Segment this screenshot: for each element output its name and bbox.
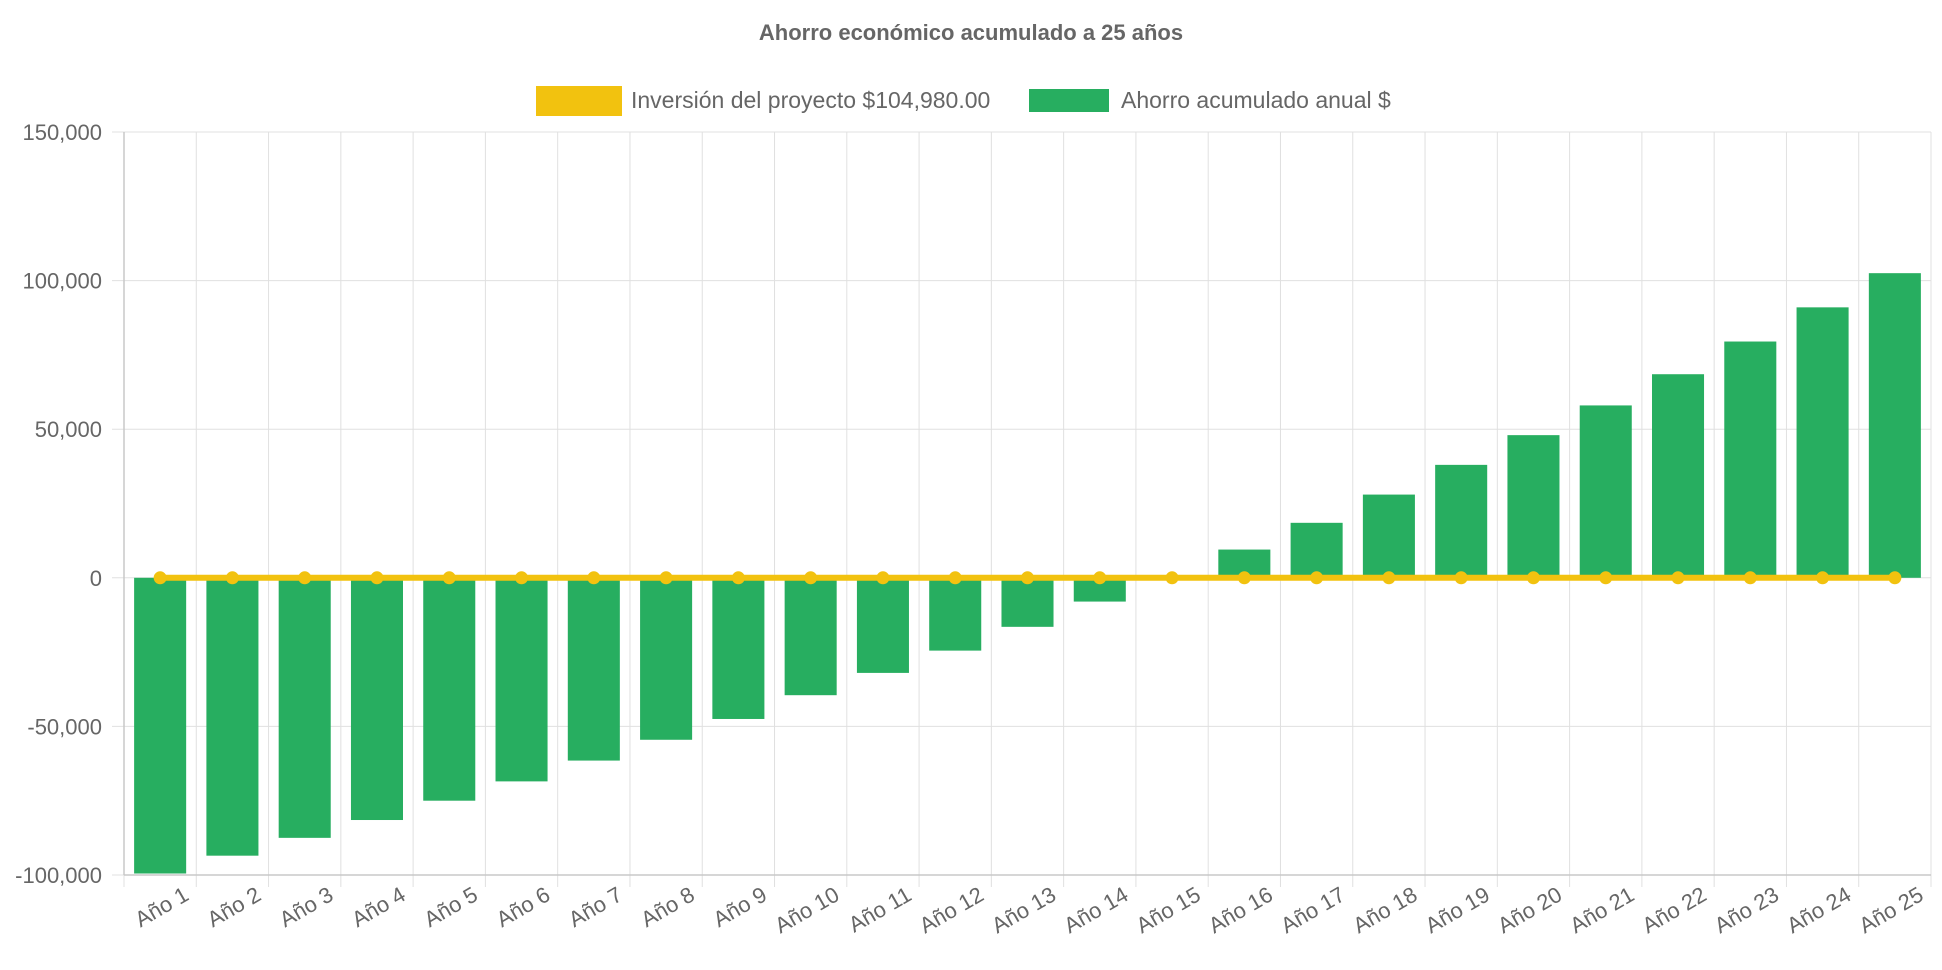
y-tick-label: 0: [90, 566, 102, 591]
bar-3[interactable]: [278, 577, 331, 838]
x-tick-label: Año 6: [492, 882, 554, 932]
line-point-8[interactable]: [659, 571, 673, 585]
bar-10[interactable]: [784, 577, 837, 696]
bar-19[interactable]: [1435, 464, 1488, 578]
line-point-12[interactable]: [948, 571, 962, 585]
line-point-5[interactable]: [442, 571, 456, 585]
line-point-3[interactable]: [298, 571, 312, 585]
x-tick-label: Año 11: [844, 882, 915, 938]
bar-9[interactable]: [712, 577, 765, 719]
line-point-11[interactable]: [876, 571, 890, 585]
x-tick-label: Año 2: [203, 882, 265, 932]
chart-legend: Inversión del proyecto $104,980.00 Ahorr…: [536, 86, 1391, 116]
x-tick-label: Año 24: [1782, 882, 1855, 939]
x-tick-label: Año 1: [130, 882, 192, 932]
legend-swatch-investment[interactable]: [536, 86, 622, 116]
line-point-24[interactable]: [1816, 571, 1830, 585]
bar-1[interactable]: [134, 577, 187, 874]
line-point-10[interactable]: [804, 571, 818, 585]
line-point-18[interactable]: [1382, 571, 1396, 585]
line-point-4[interactable]: [370, 571, 384, 585]
x-tick-label: Año 3: [275, 882, 337, 932]
x-tick-label: Año 5: [420, 882, 482, 932]
bars-series: [134, 273, 1921, 874]
line-point-1[interactable]: [153, 571, 167, 585]
bar-7[interactable]: [567, 577, 620, 761]
line-point-2[interactable]: [225, 571, 239, 585]
line-point-13[interactable]: [1021, 571, 1034, 585]
grid-lines: [112, 131, 1932, 887]
x-tick-label: Año 25: [1855, 882, 1928, 939]
x-tick-label: Año 16: [1204, 882, 1277, 939]
line-point-17[interactable]: [1310, 571, 1324, 585]
x-tick-label: Año 15: [1132, 882, 1205, 939]
y-tick-label: -50,000: [27, 714, 102, 739]
x-tick-label: Año 19: [1421, 882, 1494, 939]
bar-17[interactable]: [1290, 522, 1343, 578]
x-tick-label: Año 14: [1060, 882, 1133, 939]
y-tick-label: 50,000: [35, 417, 102, 442]
line-point-15[interactable]: [1165, 571, 1179, 585]
x-tick-label: Año 4: [347, 882, 409, 932]
line-point-9[interactable]: [731, 571, 745, 585]
x-tick-label: Año 21: [1565, 882, 1638, 939]
bar-18[interactable]: [1362, 494, 1415, 578]
x-tick-label: Año 20: [1493, 882, 1566, 939]
bar-12[interactable]: [929, 577, 982, 651]
line-point-6[interactable]: [515, 571, 529, 585]
bar-20[interactable]: [1507, 435, 1560, 578]
legend-label-savings[interactable]: Ahorro acumulado anual $: [1121, 87, 1391, 113]
bar-6[interactable]: [495, 577, 548, 782]
line-point-14[interactable]: [1093, 571, 1107, 585]
legend-label-investment[interactable]: Inversión del proyecto $104,980.00: [631, 87, 990, 113]
y-tick-label: 150,000: [22, 120, 102, 145]
x-tick-label: Año 12: [915, 882, 988, 939]
line-point-20[interactable]: [1526, 571, 1540, 585]
x-tick-label: Año 10: [770, 882, 843, 939]
line-point-25[interactable]: [1888, 571, 1902, 585]
bar-2[interactable]: [206, 577, 259, 856]
bar-23[interactable]: [1724, 341, 1777, 578]
chart-title: Ahorro económico acumulado a 25 años: [759, 20, 1183, 45]
x-tick-label: Año 7: [564, 882, 626, 932]
bar-24[interactable]: [1796, 307, 1849, 578]
line-point-19[interactable]: [1454, 571, 1468, 585]
bar-11[interactable]: [856, 577, 909, 673]
x-tick-label: Año 17: [1276, 882, 1349, 939]
legend-swatch-savings[interactable]: [1029, 89, 1109, 112]
x-tick-label: Año 23: [1710, 882, 1783, 939]
x-tick-label: Año 18: [1349, 882, 1422, 939]
bar-22[interactable]: [1651, 374, 1705, 578]
y-axis-ticks: 150,000 100,000 50,000 0 -50,000 -100,000: [15, 120, 102, 888]
bar-5[interactable]: [423, 577, 476, 801]
line-point-21[interactable]: [1599, 571, 1613, 585]
x-tick-label: Año 9: [709, 882, 771, 932]
bar-13[interactable]: [1001, 577, 1054, 627]
x-axis-ticks: Año 1 Año 2 Año 3 Año 4 Año 5 Año 6 Año 7 Año 8…: [130, 882, 1927, 939]
x-tick-label: Año 22: [1638, 882, 1711, 939]
x-tick-label: Año 13: [987, 882, 1060, 939]
y-tick-label: 100,000: [22, 269, 102, 294]
bar-21[interactable]: [1579, 405, 1632, 578]
line-point-7[interactable]: [587, 571, 601, 585]
bar-8[interactable]: [640, 577, 693, 740]
line-point-22[interactable]: [1671, 571, 1685, 585]
bar-4[interactable]: [350, 577, 404, 821]
x-tick-label: Año 8: [636, 882, 698, 932]
bar-25[interactable]: [1868, 273, 1921, 578]
line-series: [153, 571, 1902, 585]
line-point-23[interactable]: [1743, 571, 1757, 585]
bar-14[interactable]: [1073, 577, 1126, 602]
y-tick-label: -100,000: [15, 863, 102, 888]
line-point-16[interactable]: [1237, 571, 1251, 585]
